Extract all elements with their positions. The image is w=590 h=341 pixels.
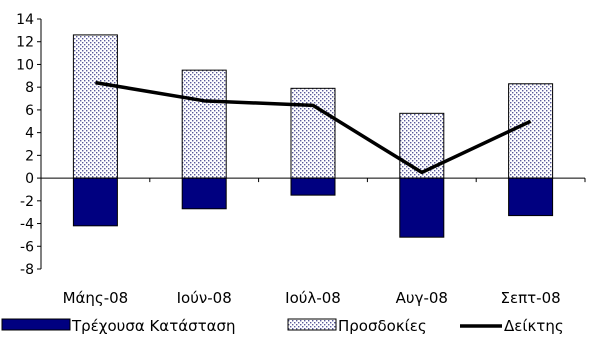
y-tick-label: -8 <box>20 262 34 278</box>
y-tick-label: 4 <box>25 126 34 142</box>
bar-expectations <box>508 83 554 179</box>
y-tick-label: 8 <box>25 80 34 96</box>
bar-current-situation <box>290 177 336 196</box>
y-tick-label: 10 <box>16 57 34 73</box>
bar-expectations <box>181 69 227 179</box>
y-tick-label: -6 <box>20 239 34 255</box>
bar-expectations <box>290 87 336 179</box>
legend-label-current-situation: Τρέχουσα Κατάσταση <box>71 317 236 335</box>
x-category-label: Μάης-08 <box>63 289 129 307</box>
y-tick-label: 0 <box>25 171 34 187</box>
legend-label-expectations: Προσδοκίες <box>338 317 427 335</box>
bar-expectations <box>399 112 445 179</box>
line-index <box>95 80 532 175</box>
bar-current-situation <box>399 177 445 238</box>
y-tick-label: -4 <box>20 217 34 233</box>
bar-current-situation <box>508 177 554 217</box>
legend-label-index: Δείκτης <box>504 317 564 335</box>
x-category-label: Σεπτ-08 <box>501 289 561 307</box>
y-tick-label: 6 <box>25 103 34 119</box>
y-tick-label: 2 <box>25 148 34 164</box>
bar-current-situation <box>72 177 118 227</box>
y-tick-label: -2 <box>20 194 34 210</box>
legend-swatch-current-situation <box>1 318 71 331</box>
plot-area: 14 12 10 8 6 4 2 0 -2 -4 -6 -8 Μάης-08 Ιούν-08 Ιούλ-08… <box>16 12 586 307</box>
legend-swatch-expectations <box>287 318 337 331</box>
x-category-label: Ιούλ-08 <box>285 289 341 307</box>
x-category-label: Αυγ-08 <box>396 289 448 307</box>
x-category-label: Ιούν-08 <box>177 289 232 307</box>
bar-expectations <box>72 34 118 179</box>
bar-current-situation <box>181 177 227 210</box>
y-tick-label: 14 <box>16 12 34 28</box>
y-tick-label: 12 <box>16 35 34 51</box>
legend: Τρέχουσα Κατάσταση Προσδοκίες Δείκτης <box>1 317 564 335</box>
